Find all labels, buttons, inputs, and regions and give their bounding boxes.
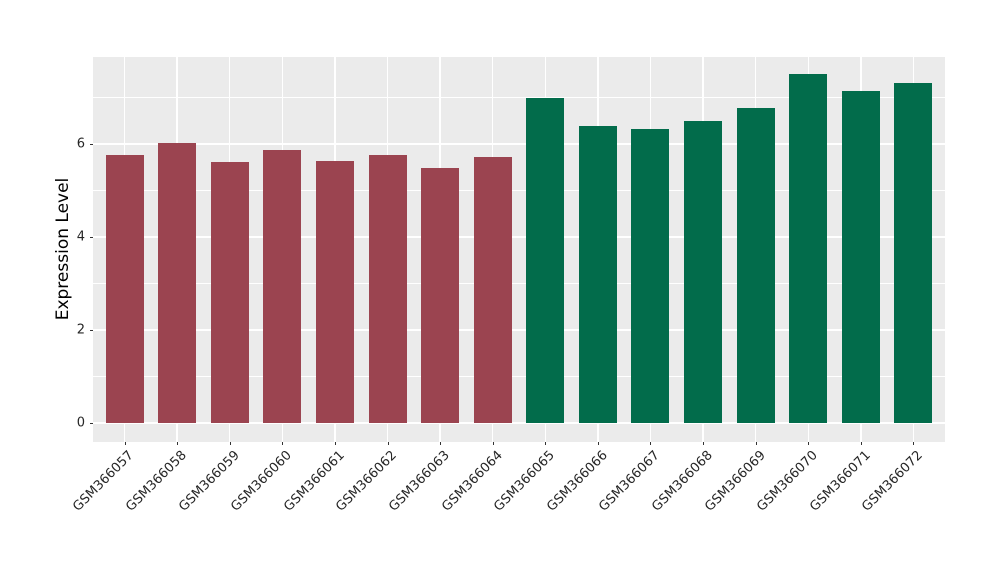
bar-GSM366065 <box>526 97 565 423</box>
bar-GSM366062 <box>368 154 407 423</box>
x-tick-mark <box>387 442 389 445</box>
bar-GSM366071 <box>841 90 880 423</box>
y-axis-title: Expression Level <box>53 177 73 321</box>
y-tick-mark <box>90 237 93 239</box>
x-tick-mark <box>124 442 126 445</box>
gridline-minor <box>93 190 945 192</box>
y-tick-label: 4 <box>76 229 85 245</box>
x-tick-mark <box>334 442 336 445</box>
bar-GSM366068 <box>684 121 723 423</box>
x-tick-mark <box>860 442 862 445</box>
x-tick-mark <box>282 442 284 445</box>
gridline-minor <box>93 97 945 99</box>
x-tick-mark <box>808 442 810 445</box>
y-tick-label: 2 <box>76 322 85 338</box>
x-tick-mark <box>755 442 757 445</box>
bar-GSM366066 <box>578 125 617 423</box>
x-tick-mark <box>703 442 705 445</box>
bar-GSM366058 <box>158 143 197 423</box>
bar-GSM366059 <box>210 161 249 423</box>
y-tick-label: 6 <box>76 136 85 152</box>
bar-GSM366057 <box>105 155 144 423</box>
x-tick-mark <box>545 442 547 445</box>
bar-GSM366061 <box>315 161 354 423</box>
x-tick-mark <box>440 442 442 445</box>
gridline-minor <box>93 376 945 378</box>
x-tick-mark <box>597 442 599 445</box>
x-tick-mark <box>492 442 494 445</box>
y-tick-mark <box>90 330 93 332</box>
x-tick-mark <box>650 442 652 445</box>
y-tick-mark <box>90 423 93 424</box>
gridline-major <box>93 329 945 332</box>
gridline-major <box>93 422 945 424</box>
x-tick-mark <box>177 442 179 445</box>
gridline-major <box>93 236 945 239</box>
bar-GSM366067 <box>631 128 670 423</box>
y-tick-mark <box>90 144 93 146</box>
x-tick-mark <box>913 442 915 445</box>
gridline-major <box>93 143 945 146</box>
plot-panel <box>93 57 945 442</box>
bar-GSM366072 <box>894 82 933 423</box>
bar-GSM366063 <box>421 167 460 423</box>
x-tick-mark <box>229 442 231 445</box>
gridline-minor <box>93 283 945 285</box>
bar-GSM366060 <box>263 150 302 423</box>
bar-GSM366064 <box>473 156 512 423</box>
bar-GSM366069 <box>736 108 775 423</box>
y-tick-label: 0 <box>76 415 85 431</box>
bar-GSM366070 <box>789 74 828 423</box>
